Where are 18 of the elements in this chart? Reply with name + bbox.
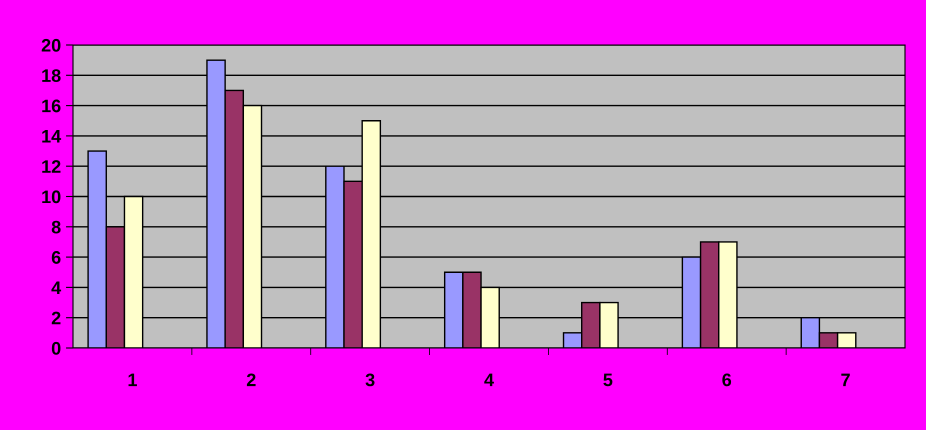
x-tick-label: 6 xyxy=(722,373,732,386)
y-tick-label: 12 xyxy=(42,160,60,173)
y-tick-label: 18 xyxy=(42,69,61,82)
x-tick-label: 4 xyxy=(484,374,494,386)
y-tick-label: 4 xyxy=(51,282,62,294)
x-tick-label: 3 xyxy=(366,373,375,386)
y-tick-label: 10 xyxy=(42,190,60,204)
y-tick-label: 16 xyxy=(42,100,61,112)
x-tick-label: 5 xyxy=(603,374,612,386)
x-tick-label: 2 xyxy=(246,373,256,386)
y-tick-label: 2 xyxy=(52,312,60,324)
y-tick-label: 14 xyxy=(42,130,62,142)
y-tick-label: 8 xyxy=(52,220,61,234)
x-tick-label: 1 xyxy=(128,374,137,386)
y-tick-label: 0 xyxy=(52,342,60,355)
y-tick-label: 6 xyxy=(52,251,61,264)
y-tick-label: 20 xyxy=(42,38,60,52)
x-tick-label: 7 xyxy=(841,374,850,386)
